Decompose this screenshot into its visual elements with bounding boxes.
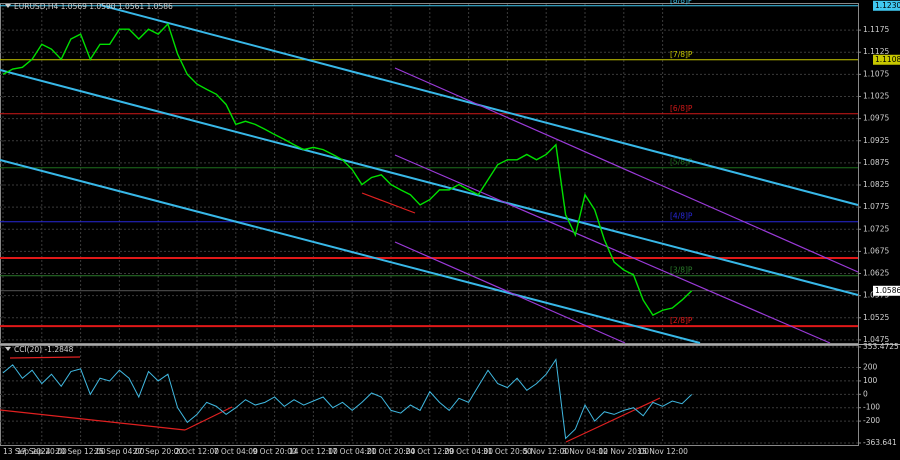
- y-tick-label: 1.1025: [863, 91, 889, 100]
- x-tick-label: 25 Sep 04:00: [94, 447, 144, 456]
- axis-label-box: [873, 54, 900, 65]
- channel-line: [394, 154, 831, 344]
- x-tick-label: 7 Oct 04:00: [214, 447, 258, 456]
- y-tick-label: 1.0525: [863, 313, 889, 322]
- y-tick-label: 1.0675: [863, 246, 889, 255]
- indicator-title: CCI(20) -1.2848: [14, 345, 74, 354]
- y-tick-label: 1.0475: [863, 335, 889, 344]
- level-label: [6/8]P: [670, 104, 693, 113]
- axis-label-box: [873, 0, 900, 11]
- price-frame: [0, 3, 859, 344]
- divergence-line: [9, 356, 81, 359]
- collapse-icon: [5, 4, 11, 8]
- channel-line: [0, 159, 701, 344]
- cci-frame: [0, 345, 859, 446]
- y-tick-label: 1.0825: [863, 180, 889, 189]
- x-tick-label: 27 Sep 20:00: [133, 447, 183, 456]
- axis-label: 1.1108: [875, 55, 900, 64]
- x-tick-label: 14 Oct 12:00: [289, 447, 338, 456]
- x-tick-label: 5 Nov 12:00: [523, 447, 569, 456]
- x-tick-label: 13 Sep 2024: [3, 447, 51, 456]
- divergence-line: [361, 192, 416, 214]
- y-tick-label: -100: [863, 403, 880, 412]
- x-tick-label: 20 Sep 12:00: [56, 447, 106, 456]
- divergence-line: [565, 397, 661, 443]
- y-tick-label: -363.641: [863, 438, 897, 447]
- y-tick-label: 0: [863, 389, 868, 398]
- x-tick-label: 15 Nov 12:00: [637, 447, 688, 456]
- collapse-icon: [5, 347, 11, 351]
- divergence-line: [0, 409, 186, 431]
- channels: [0, 4, 859, 443]
- divergence-line: [184, 406, 233, 431]
- chart-title: EURUSD,H4 1.0569 1.0590 1.0561 1.0586: [14, 2, 173, 11]
- y-tick-label: 1.0975: [863, 114, 889, 123]
- y-tick-label: 1.0775: [863, 202, 889, 211]
- level-label: [7/8]P: [670, 50, 693, 59]
- cci-line: [2, 358, 693, 440]
- channel-line: [0, 69, 859, 296]
- y-tick-label: 200: [863, 363, 878, 372]
- last-price-label: 1.0586: [875, 286, 900, 295]
- grid: [0, 4, 858, 444]
- y-tick-label: -200: [863, 416, 880, 425]
- channel-line: [394, 67, 859, 273]
- y-tick-label: 1.0725: [863, 224, 889, 233]
- x-tick-label: 24 Oct 12:00: [405, 447, 454, 456]
- x-tick-label: 9 Oct 20:00: [253, 447, 297, 456]
- y-tick-label: 100: [863, 376, 878, 385]
- y-tick-label: 1.0875: [863, 158, 889, 167]
- last-price-box: [873, 285, 900, 296]
- channel-line: [394, 241, 626, 344]
- price-line: [2, 22, 693, 317]
- y-tick-label: 353.4725: [863, 342, 899, 351]
- x-tick-label: 17 Oct 04:00: [328, 447, 377, 456]
- series: [2, 22, 693, 440]
- y-tick-label: 1.0625: [863, 269, 889, 278]
- y-tick-label: 1.1175: [863, 25, 889, 34]
- level-label: [5/8]P: [670, 158, 693, 167]
- x-tick-label: 8 Nov 04:00: [562, 447, 608, 456]
- x-tick-label: 2 Oct 12:00: [175, 447, 219, 456]
- x-tick-label: 21 Oct 20:00: [367, 447, 416, 456]
- axis-label: 1.1230: [875, 1, 900, 10]
- y-tick-label: 1.1075: [863, 69, 889, 78]
- x-tick-label: 29 Oct 04:00: [444, 447, 493, 456]
- x-tick-label: 31 Oct 20:00: [483, 447, 532, 456]
- y-tick-label: 1.0925: [863, 136, 889, 145]
- level-label: [2/8]P: [670, 316, 693, 325]
- x-tick-label: 12 Nov 20:00: [599, 447, 650, 456]
- level-label: [3/8]P: [670, 266, 693, 275]
- level-label: [8/8]P: [670, 0, 693, 5]
- y-tick-label: 1.1125: [863, 47, 889, 56]
- x-tick-label: 17 Sep 20:00: [17, 447, 67, 456]
- level-label: [4/8]P: [670, 212, 693, 221]
